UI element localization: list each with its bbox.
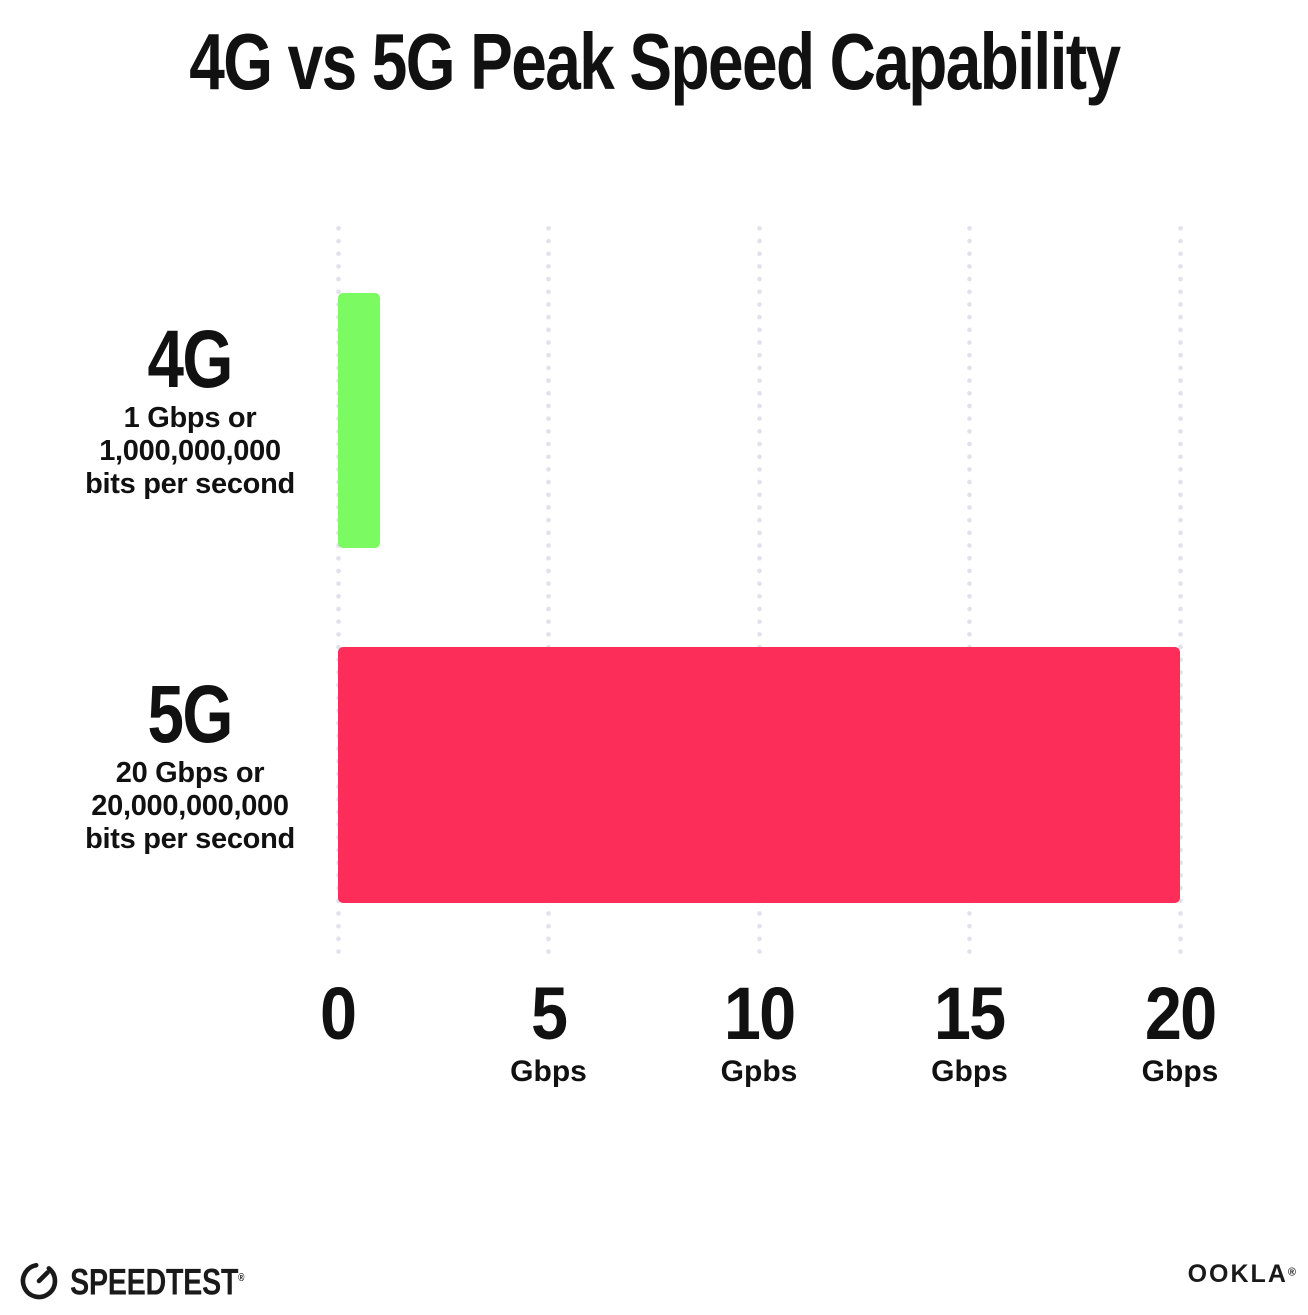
speedtest-logo: SPEEDTEST® [18,1256,294,1304]
bar-5g [338,647,1180,903]
ookla-wordmark: OOKLA [1187,1260,1288,1288]
ookla-logo: OOKLA® [1188,1260,1296,1288]
chart-title-text: 4G vs 5G Peak Speed Capability [188,17,1121,106]
x-tick-5-value: 5 [530,972,568,1055]
chart-title: 4G vs 5G Peak Speed Capability [0,14,1308,110]
x-tick-15: 15 Gbps [860,975,1080,1089]
bar-4g [338,293,381,548]
row-4g-subline-3: bits per second [85,468,295,500]
x-tick-20: 20 Gbps [1070,975,1290,1089]
speedtest-wordmark: SPEEDTEST® [70,1261,245,1303]
gridline-10 [756,222,762,959]
x-tick-15-value: 15 [934,972,1006,1055]
x-tick-5: 5 Gbps [439,975,659,1089]
row-name-5g-text: 5G [147,669,234,760]
gridline-15 [967,222,972,959]
x-tick-15-unit: Gbps [931,1055,1008,1088]
row-name-5g: 5G [20,673,360,757]
x-tick-10-value: 10 [723,972,796,1055]
row-5g-subline-3: bits per second [85,823,295,855]
ookla-trademark: ® [1287,1266,1296,1279]
row-5g-subline-2: 20,000,000,000 [91,790,289,822]
x-tick-20-unit: Gbps [1141,1055,1219,1088]
x-tick-10-unit: Gpbs [720,1055,798,1088]
row-4g-subline-1: 1 Gbps or [123,402,257,434]
row-label-4g: 4G 1 Gbps or 1,000,000,000 bits per seco… [20,318,360,501]
speedtest-gauge-icon [20,1263,58,1300]
gridline-0 [335,222,341,959]
row-name-4g-text: 4G [147,314,234,405]
row-5g-subline-1: 20 Gbps or [115,757,265,789]
speedtest-trademark: ® [238,1272,245,1284]
gridline-20 [1177,222,1183,959]
gridline-5 [546,222,551,959]
row-4g-subline-2: 1,000,000,000 [99,435,281,467]
x-tick-0-value: 0 [320,972,357,1055]
row-name-4g: 4G [20,318,360,402]
row-label-5g: 5G 20 Gbps or 20,000,000,000 bits per se… [20,673,360,856]
x-tick-10: 10 Gpbs [649,975,869,1089]
x-tick-0: 0 [228,975,448,1055]
x-tick-5-unit: Gbps [510,1055,587,1088]
x-tick-20-value: 20 [1144,972,1217,1055]
